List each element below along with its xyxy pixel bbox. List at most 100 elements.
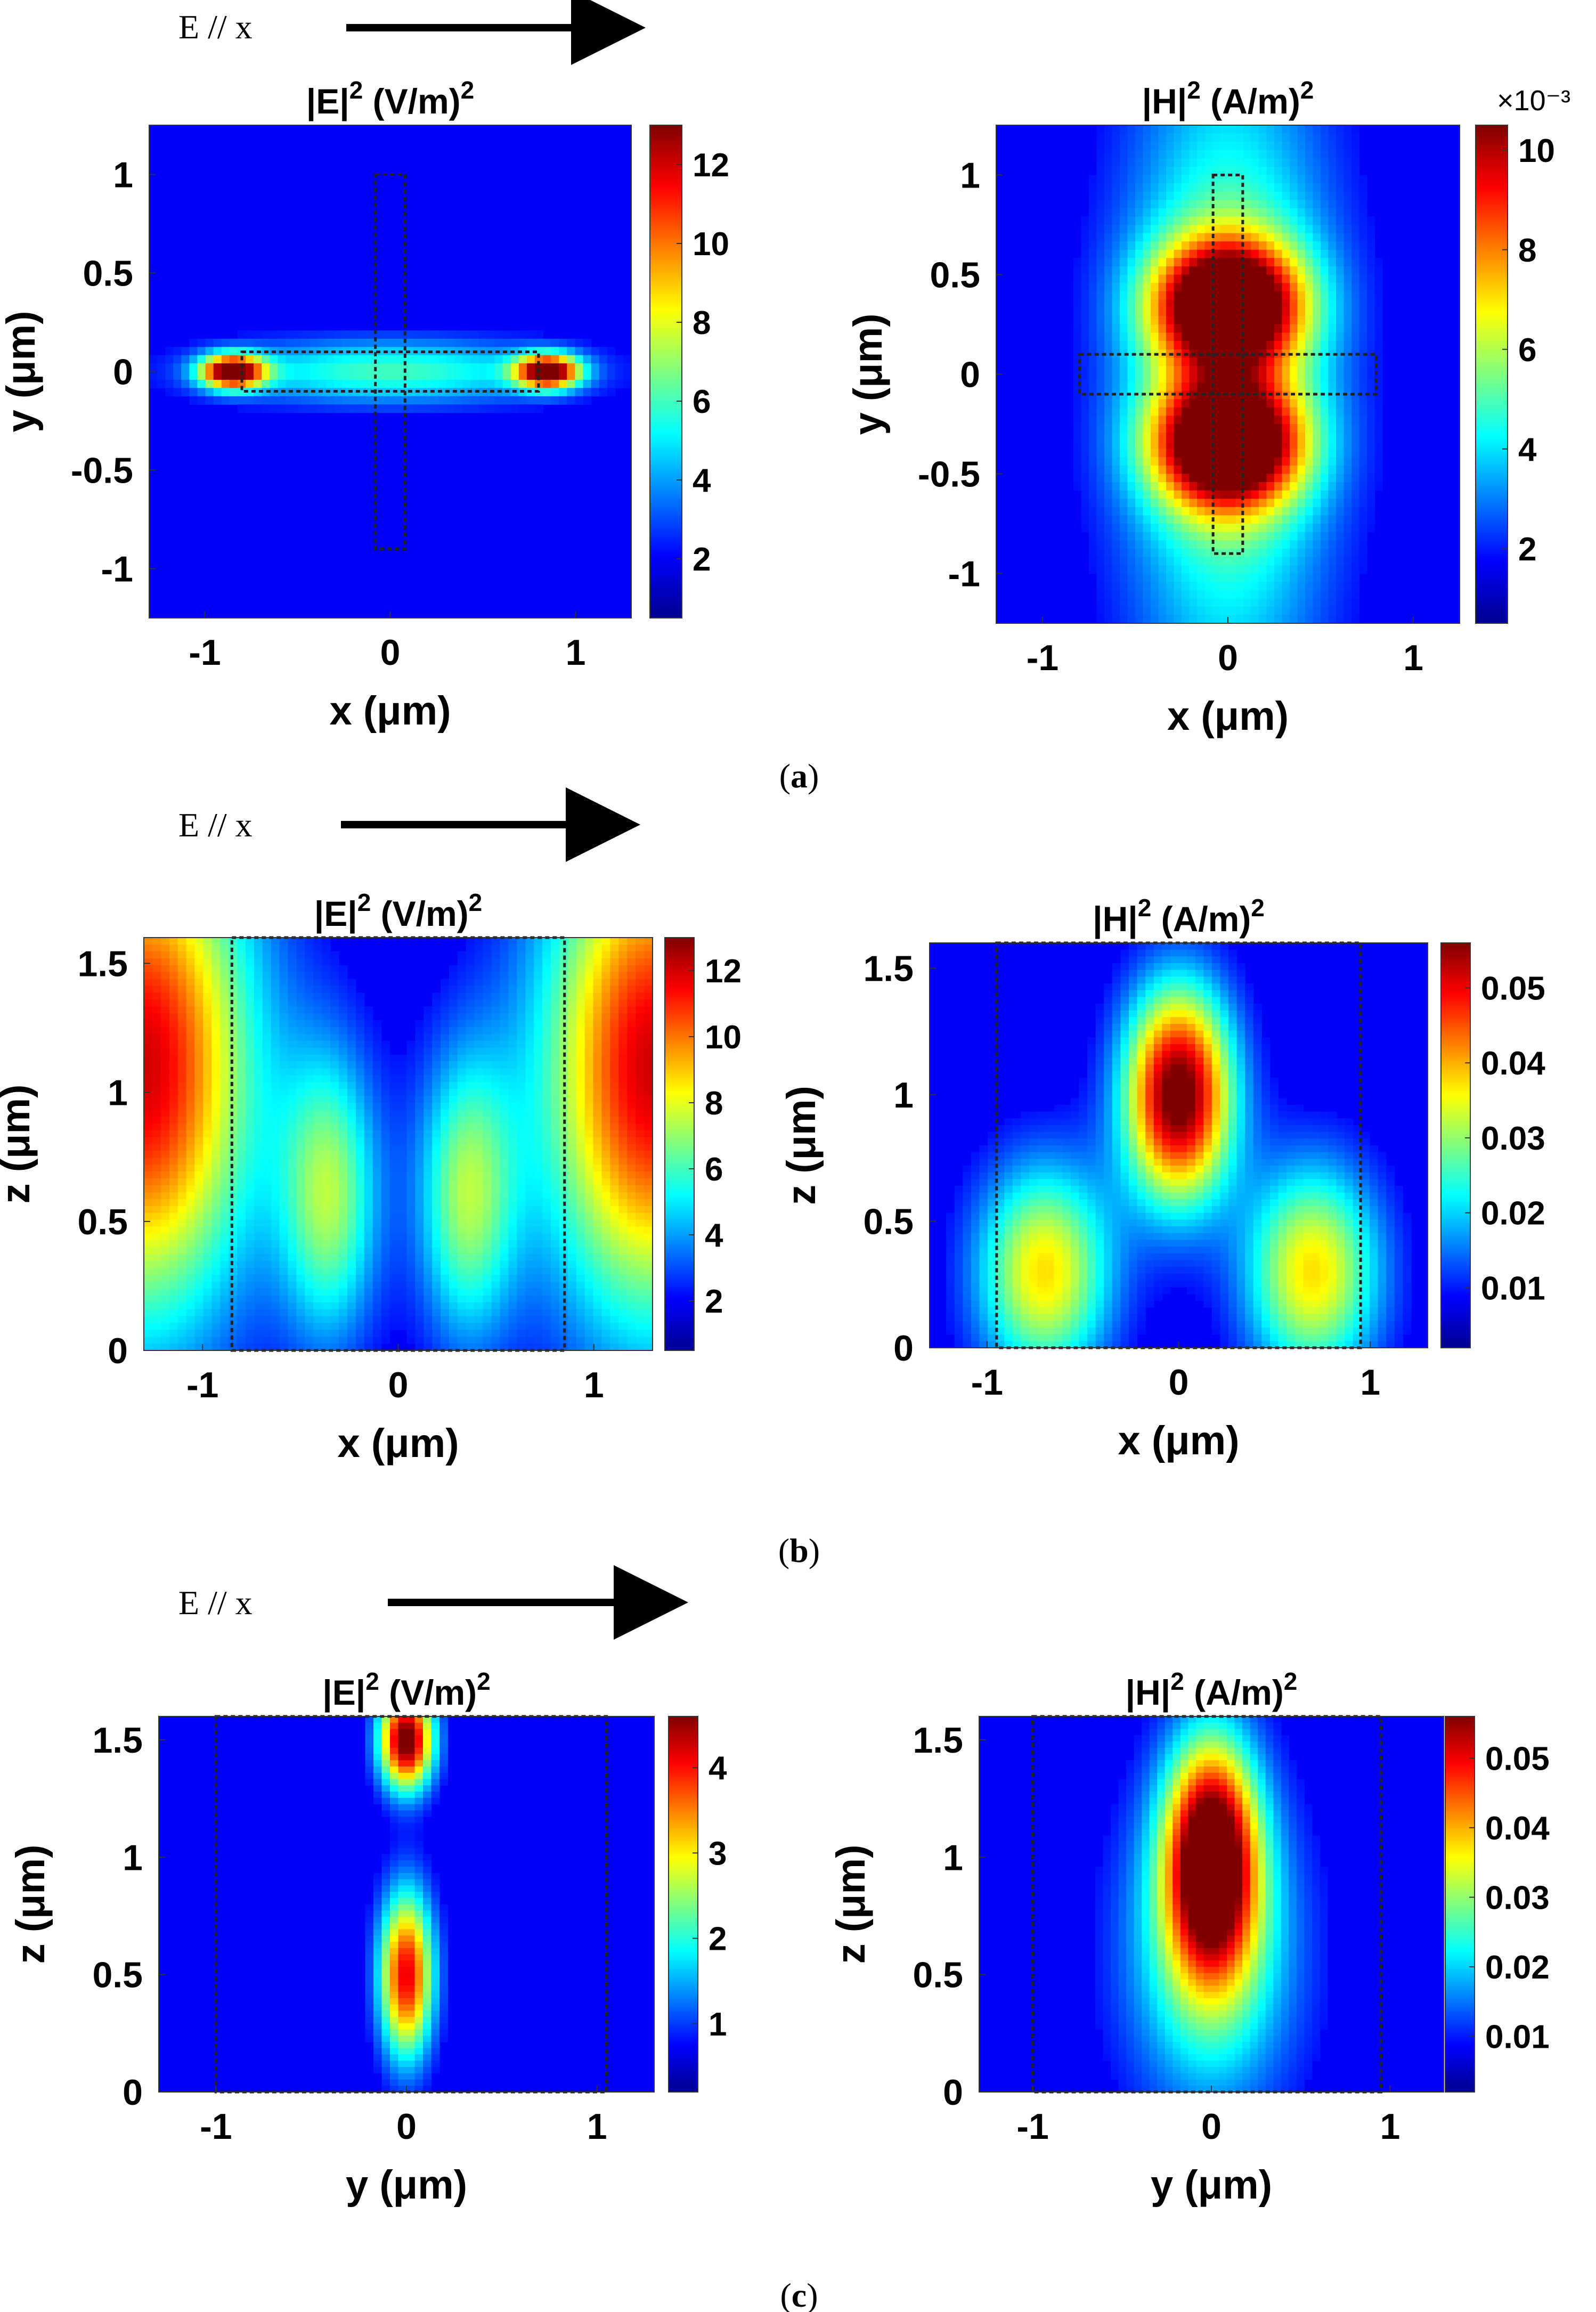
heatmap-cell — [254, 951, 263, 959]
heatmap-cell — [457, 1192, 467, 1200]
heatmap-cell — [144, 1226, 153, 1234]
heatmap-cell — [389, 1206, 399, 1214]
heatmap-cell — [607, 347, 616, 356]
heatmap-cell — [169, 1268, 178, 1275]
heatmap-cell — [1104, 524, 1113, 533]
heatmap-cell — [1166, 341, 1175, 350]
heatmap-cell — [1282, 125, 1290, 134]
heatmap-cell — [1220, 382, 1228, 392]
heatmap-cell — [271, 1337, 280, 1344]
heatmap-cell — [398, 1089, 407, 1096]
heatmap-cell — [543, 347, 551, 356]
heatmap-cell — [414, 404, 423, 413]
heatmap-cell — [322, 972, 331, 980]
heatmap-cell — [424, 1109, 433, 1117]
heatmap-cell — [186, 1109, 196, 1117]
heatmap-cell — [322, 1316, 331, 1323]
heatmap-cell — [1151, 266, 1159, 275]
heatmap-cell — [1197, 515, 1206, 524]
heatmap-cell — [441, 1233, 450, 1241]
heatmap-cell — [364, 1268, 373, 1275]
heatmap-cell — [526, 330, 535, 339]
heatmap-cell — [1266, 208, 1275, 217]
heatmap-cell — [254, 1199, 263, 1207]
heatmap-cell — [1104, 432, 1113, 441]
heatmap-cell — [381, 1165, 390, 1172]
heatmap-cell — [169, 1096, 178, 1103]
heatmap-cell — [302, 363, 311, 372]
heatmap-cell — [278, 404, 286, 413]
heatmap-cell — [1228, 316, 1236, 325]
heatmap-cell — [441, 1199, 450, 1207]
heatmap-cell — [1220, 341, 1228, 350]
heatmap-cell — [330, 1185, 339, 1193]
heatmap-cell — [1135, 532, 1144, 541]
heatmap-cell — [406, 363, 415, 372]
heatmap-cell — [186, 999, 196, 1007]
heatmap-cell — [372, 1151, 382, 1158]
heatmap-cell — [1104, 565, 1113, 574]
heatmap-cell — [1204, 490, 1213, 499]
heatmap-cell — [1351, 191, 1360, 200]
heatmap-cell — [1351, 548, 1360, 557]
heatmap-cell — [1274, 407, 1283, 416]
heatmap-cell — [1127, 341, 1136, 350]
heatmap-cell — [1182, 606, 1190, 615]
heatmap-cell — [457, 1109, 467, 1117]
heatmap-cell — [1212, 582, 1221, 591]
heatmap-cell — [246, 1171, 255, 1179]
heatmap-cell — [430, 371, 439, 380]
heatmap-cell — [1321, 125, 1329, 134]
heatmap-cell — [1343, 283, 1352, 292]
heatmap-cell — [623, 371, 632, 380]
heatmap-cell — [213, 396, 222, 405]
heatmap-cell — [1305, 499, 1314, 508]
heatmap-cell — [1120, 158, 1128, 167]
heatmap-cell — [1274, 548, 1283, 557]
heatmap-cell — [313, 1096, 322, 1103]
heatmap-cell — [262, 1027, 272, 1035]
heatmap-cell — [599, 363, 608, 372]
heatmap-cell — [1328, 507, 1337, 516]
heatmap-cell — [288, 1323, 297, 1330]
heatmap-cell — [1336, 416, 1345, 425]
heatmap-cell — [1321, 557, 1329, 566]
heatmap-cell — [1120, 407, 1128, 416]
heatmap-cell — [1328, 565, 1337, 574]
heatmap-cell — [1135, 382, 1144, 392]
heatmap-cell — [1182, 274, 1190, 283]
heatmap-cell — [237, 1219, 246, 1227]
heatmap-cell — [279, 1040, 289, 1048]
heatmap-cell — [220, 1247, 229, 1255]
heatmap-cell — [1143, 590, 1151, 599]
heatmap-cell — [1328, 598, 1337, 607]
heatmap-cell — [1204, 183, 1213, 192]
heatmap-cell — [1328, 382, 1337, 392]
heatmap-cell — [254, 1123, 263, 1131]
heatmap-cell — [1359, 241, 1367, 250]
heatmap-cell — [271, 1109, 280, 1117]
heatmap-cell — [1120, 482, 1128, 491]
heatmap-cell — [152, 1302, 161, 1310]
heatmap-cell — [1220, 357, 1228, 367]
heatmap-cell — [1127, 598, 1136, 607]
heatmap-cell — [1143, 200, 1151, 209]
heatmap-cell — [271, 1075, 280, 1082]
heatmap-cell — [347, 1027, 356, 1035]
heatmap-cell — [1158, 598, 1167, 607]
heatmap-cell — [246, 1274, 255, 1282]
heatmap-cell — [454, 330, 463, 339]
heatmap-cell — [449, 1027, 458, 1035]
heatmap-cell — [398, 1206, 407, 1214]
heatmap-cell — [1321, 598, 1329, 607]
heatmap-cell — [347, 1295, 356, 1303]
heatmap-cell — [1228, 266, 1236, 275]
heatmap-cell — [1204, 266, 1213, 275]
heatmap-cell — [1204, 233, 1213, 242]
heatmap-cell — [438, 371, 447, 380]
heatmap-cell — [1096, 266, 1105, 275]
heatmap-cell — [339, 1281, 348, 1289]
heatmap-cell — [364, 1288, 373, 1296]
heatmap-cell — [296, 1344, 305, 1351]
heatmap-cell — [1182, 590, 1190, 599]
